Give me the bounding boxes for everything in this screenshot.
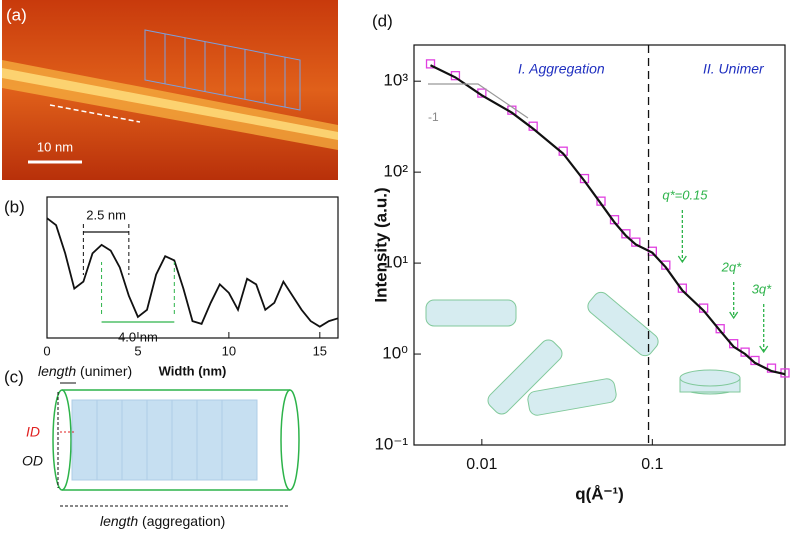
lattice-model xyxy=(144,29,301,111)
span-label: 4.0 nm xyxy=(118,329,158,344)
x-tick-label: 15 xyxy=(313,343,327,358)
panel-label: (b) xyxy=(4,197,25,216)
x-tick-label: 0 xyxy=(43,343,50,358)
x-tick-label: 0.1 xyxy=(641,456,663,473)
id-label: ID xyxy=(26,424,40,440)
data-marker xyxy=(715,324,725,334)
y-tick-label: 10² xyxy=(383,162,408,181)
data-line xyxy=(430,64,786,376)
x-axis-label: q(Å⁻¹) xyxy=(575,484,624,503)
y-tick-label: 10⁰ xyxy=(382,344,408,363)
od-label: OD xyxy=(22,453,43,469)
profile-line xyxy=(49,104,141,123)
plot-frame xyxy=(413,44,786,446)
data-marker xyxy=(425,59,436,69)
y-axis-label: Intensity (a.u.) xyxy=(371,187,390,302)
afm-panel: (a) 10 nm xyxy=(2,0,338,180)
data-marker xyxy=(621,229,631,239)
y-tick-label: 10⁻¹ xyxy=(374,434,408,453)
panel-label: (d) xyxy=(372,11,393,30)
length-word: length xyxy=(100,513,138,529)
unimer-note: (unimer) xyxy=(80,363,132,379)
span-label: 2.5 nm xyxy=(86,207,126,222)
region-label: II. Unimer xyxy=(703,61,765,77)
y-tick-label: 10¹ xyxy=(383,253,408,272)
data-marker xyxy=(677,283,688,293)
slope-triangle xyxy=(428,83,529,119)
peak-label: 2q* xyxy=(721,259,742,274)
x-tick-label: 0.01 xyxy=(466,456,497,473)
aggregation-note: (aggregation) xyxy=(142,513,225,529)
slope-label: -1 xyxy=(428,110,439,124)
fiber-core xyxy=(2,68,338,140)
scale-bar-label: 10 nm xyxy=(37,139,73,154)
panel-label: (c) xyxy=(4,367,24,386)
data-line xyxy=(46,217,339,328)
region-label: I. Aggregation xyxy=(518,61,605,77)
length-word: length xyxy=(38,363,76,379)
x-tick-label: 10 xyxy=(222,343,236,358)
unimer-length: length (unimer) xyxy=(38,363,132,379)
peak-label: 3q* xyxy=(752,281,772,296)
peak-arrowhead xyxy=(729,311,739,320)
peak-arrowhead xyxy=(759,345,769,354)
plot-frame xyxy=(46,196,339,339)
cylinder-illustrations xyxy=(425,291,741,416)
peak-label: q*=0.15 xyxy=(662,187,708,202)
x-tick-label: 5 xyxy=(134,343,141,358)
y-tick-label: 10³ xyxy=(383,71,408,90)
tube-diagram: length (unimer) ID OD length (aggregatio… xyxy=(22,363,300,529)
x-axis-label: Width (nm) xyxy=(159,363,227,378)
aggregation-length: length (aggregation) xyxy=(100,513,225,529)
panel-label: (a) xyxy=(6,5,27,24)
peak-arrowhead xyxy=(677,255,687,264)
